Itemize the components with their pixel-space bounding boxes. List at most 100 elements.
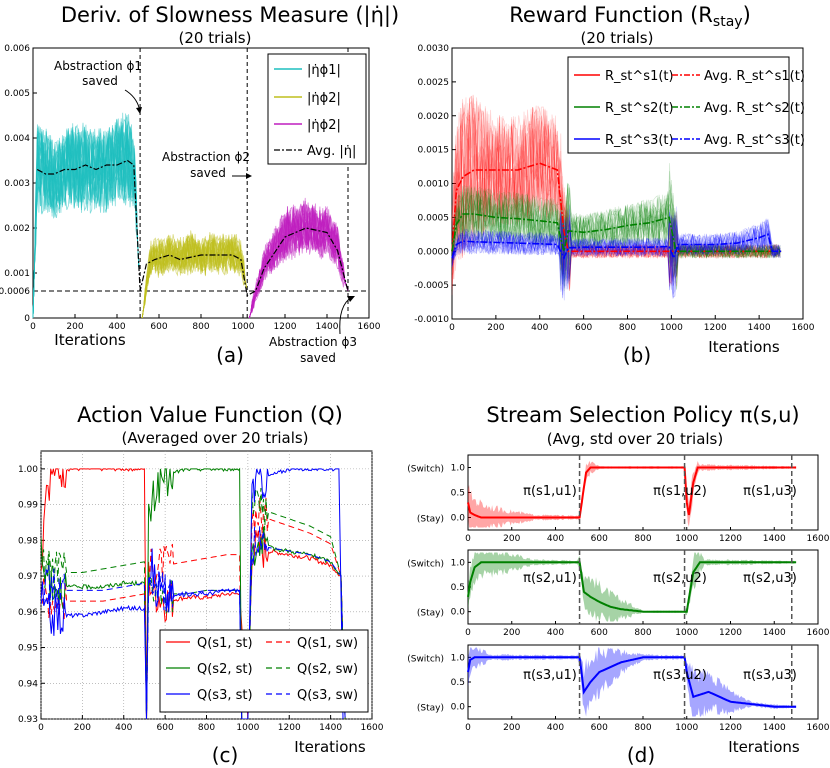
panel-a-trial-0-19 xyxy=(32,115,140,319)
panel-b-trial-2-10 xyxy=(451,221,781,299)
panel-b-trial-0-0 xyxy=(451,107,781,290)
panel-d-sub2-mean-line xyxy=(467,656,797,708)
panel-b-trial-1-1 xyxy=(451,185,781,287)
panel-c-legend-label-5: Q(s3, st) xyxy=(197,688,253,703)
panel-a-legend-box xyxy=(267,53,367,165)
panel-b-trial-0-3 xyxy=(451,94,781,279)
panel-b-trial-2-2 xyxy=(451,216,781,290)
panel-d-sub0-xtick-label-3: 600 xyxy=(591,534,608,544)
panel-b-reward: Reward Function (Rstay) (20 trials) 0 200… xyxy=(414,3,814,367)
panel-b-trial-0-5 xyxy=(451,97,781,290)
panel-b-trial-1-17 xyxy=(451,187,781,284)
panel-b-avg-line-1 xyxy=(451,213,782,253)
panel-c-legend-label-1: Q(s1, st) xyxy=(197,636,253,651)
panel-b-ytick-label-3: 0.0005 xyxy=(418,213,450,223)
panel-c-legend-box xyxy=(159,629,369,713)
panel-d-sub2-xtick-label-7: 1400 xyxy=(763,723,786,733)
panel-d-sub2-xtick-label-0: 0 xyxy=(465,723,471,733)
panel-c-legend-label-2: Q(s1, sw) xyxy=(297,636,358,651)
panel-c-xtick-label-5: 1000 xyxy=(236,723,259,733)
panel-b-ytick-label-5: 0.0015 xyxy=(418,146,450,156)
panel-c-ytick-label-2: 0.95 xyxy=(18,644,38,654)
panel-d-subplot-s1: 0 200 400 600 800 1000 1200 1400 1600 0.0 0.5 1.0 (S… xyxy=(407,454,830,544)
panel-a-legend-label-2: |η̇ϕ2| xyxy=(307,91,341,106)
panel-b-trial-1-0 xyxy=(451,191,781,284)
panel-d-sub2-ytick-label-0: 0.0 xyxy=(451,703,466,713)
panel-d-sub1-xtick-label-4: 800 xyxy=(634,628,651,638)
panel-d-sub1-ytick-label-1: 0.5 xyxy=(451,583,465,593)
panel-a-xtick-label-3: 600 xyxy=(150,322,167,332)
panel-d-sub1-ytick-label-2: 1.0 xyxy=(451,558,466,568)
panel-c-legend-label-6: Q(s3, sw) xyxy=(297,688,358,703)
panel-d-subplot-s3: 0 200 400 600 800 1000 1200 1400 1600 0.0 0.5 1.0 (S… xyxy=(407,644,830,733)
panel-d-sub2-policy-label-2: π(s3,u3) xyxy=(743,668,797,683)
panel-c-ytick-label-3: 0.96 xyxy=(18,608,38,618)
panel-d-sub2-xtick-label-3: 600 xyxy=(591,723,608,733)
panel-b-ytick-label-1: -0.0005 xyxy=(414,281,449,291)
panel-b-trial-2-12 xyxy=(451,214,781,288)
panel-c-xtick-label-3: 600 xyxy=(157,723,174,733)
panel-a-arrow-phi3 xyxy=(339,296,353,335)
panel-a-xtick-label-2: 400 xyxy=(108,322,125,332)
panel-b-trial-2-6 xyxy=(451,212,781,290)
panel-b-trial-1-9 xyxy=(451,187,781,289)
panel-a-ytick-threshold: 0.0006 xyxy=(0,287,30,297)
panel-d-sub1-ylabel-stay: (Stay) xyxy=(417,609,444,619)
panel-d-sub0-policy-label-1: π(s1,u2) xyxy=(653,484,707,499)
panel-d-sub2-xtick-label-6: 1200 xyxy=(719,723,742,733)
panel-b-trial-1-10 xyxy=(451,185,781,285)
panel-b-trial-2-19 xyxy=(451,219,781,298)
panel-b-trial-0-11 xyxy=(451,102,781,283)
panel-a-xlabel: Iterations xyxy=(54,331,126,349)
panel-c-action-value: Action Value Function (Q) (Averaged over… xyxy=(18,403,384,767)
panel-b-xtick-label-0: 0 xyxy=(449,323,455,333)
panel-b-trial-0-17 xyxy=(451,100,781,286)
panel-a-series xyxy=(32,48,369,319)
panel-d-sub0-ylabel-stay: (Stay) xyxy=(417,515,444,525)
panel-d-sub1-xtick-label-6: 1200 xyxy=(719,628,742,638)
panel-b-title-main: Reward Function (R xyxy=(509,3,713,27)
panel-c-xlabel: Iterations xyxy=(294,738,366,756)
panel-a-ytick-label-4: 0.004 xyxy=(4,134,30,144)
panel-d-sub0-xtick-label-8: 1600 xyxy=(807,534,830,544)
panel-d-sub2-xtick-label-1: 200 xyxy=(503,723,520,733)
panel-b-trial-1-14 xyxy=(451,163,781,287)
panel-d-sub0-xtick-label-6: 1200 xyxy=(719,534,742,544)
panel-c-ytick-label-1: 0.94 xyxy=(18,679,38,689)
panel-c-line-2 xyxy=(41,467,346,719)
panel-d-sub2-ylabel-stay: (Stay) xyxy=(417,704,444,714)
panel-b-title: Reward Function (Rstay) xyxy=(509,3,751,30)
panel-d-sub0-mean-line xyxy=(467,466,797,519)
panel-b-trial-2-18 xyxy=(451,215,781,291)
panel-b-legend-label-6: Avg. R_st^s3(t) xyxy=(704,133,805,148)
panel-a-xtick-label-0: 0 xyxy=(30,322,36,332)
panel-b-xtick-label-3: 600 xyxy=(575,323,592,333)
panel-d-sub0-ylabel-switch: (Switch) xyxy=(407,465,444,475)
panel-b-xtick-label-8: 1600 xyxy=(792,323,815,333)
panel-b-trial-2-17 xyxy=(451,221,781,301)
panel-c-label: (c) xyxy=(212,743,239,767)
panel-b-trial-1-5 xyxy=(451,181,781,278)
panel-c-xtick-label-8: 1600 xyxy=(361,723,384,733)
panel-b-trial-1-18 xyxy=(451,187,781,292)
panel-a-x-ticks: 0 200 400 600 800 1000 1200 1400 1600 xyxy=(30,314,381,332)
panel-b-trial-0-8 xyxy=(451,95,781,287)
panel-b-xtick-label-1: 200 xyxy=(487,323,504,333)
panel-b-ytick-label-7: 0.0025 xyxy=(418,78,450,88)
panel-a-ytick-label-6: 0.006 xyxy=(4,44,30,54)
panel-b-x-ticks: 0 200 400 600 800 1000 1200 1400 1600 xyxy=(449,315,815,333)
panel-d-sub1-ylabel-switch: (Switch) xyxy=(407,559,444,569)
panel-d-sub1-ytick-label-0: 0.0 xyxy=(451,608,466,618)
panel-a-arrowhead-phi3 xyxy=(347,296,355,302)
panel-c-xtick-label-7: 1400 xyxy=(319,723,342,733)
panel-b-trial-1-19 xyxy=(451,171,781,271)
panel-a-avg-line xyxy=(36,159,349,297)
panel-d-sub2-ytick-label-2: 1.0 xyxy=(451,653,466,663)
panel-a-xtick-label-1: 200 xyxy=(66,322,83,332)
panel-a-y-ticks: 0 0.001 0.002 0.003 0.004 0.005 0.006 0.0006 xyxy=(0,44,37,324)
panel-d-sub1-xtick-label-8: 1600 xyxy=(807,628,830,638)
panel-d-label: (d) xyxy=(627,743,655,767)
panel-d-sub1-xtick-label-1: 200 xyxy=(503,628,520,638)
panel-c-legend: Q(s1, st) Q(s1, sw) Q(s2, st) Q(s2, sw) … xyxy=(159,629,369,713)
